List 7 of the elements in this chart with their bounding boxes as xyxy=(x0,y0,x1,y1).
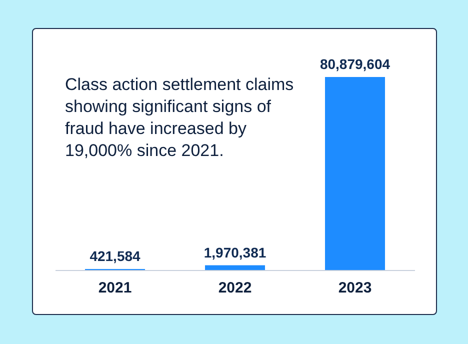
text: Class action settlement claims showing significant signs of fraud have increased by 19,000% since 2021. xyxy=(65,74,295,162)
x-tick-label: 2022 xyxy=(218,280,252,296)
x-tick-label: 2023 xyxy=(338,280,372,296)
data-label: 421,584 xyxy=(90,248,141,264)
data-label: 1,970,381 xyxy=(204,244,266,260)
x-tick-label: 2021 xyxy=(98,280,132,296)
data-label: 80,879,604 xyxy=(320,56,390,72)
